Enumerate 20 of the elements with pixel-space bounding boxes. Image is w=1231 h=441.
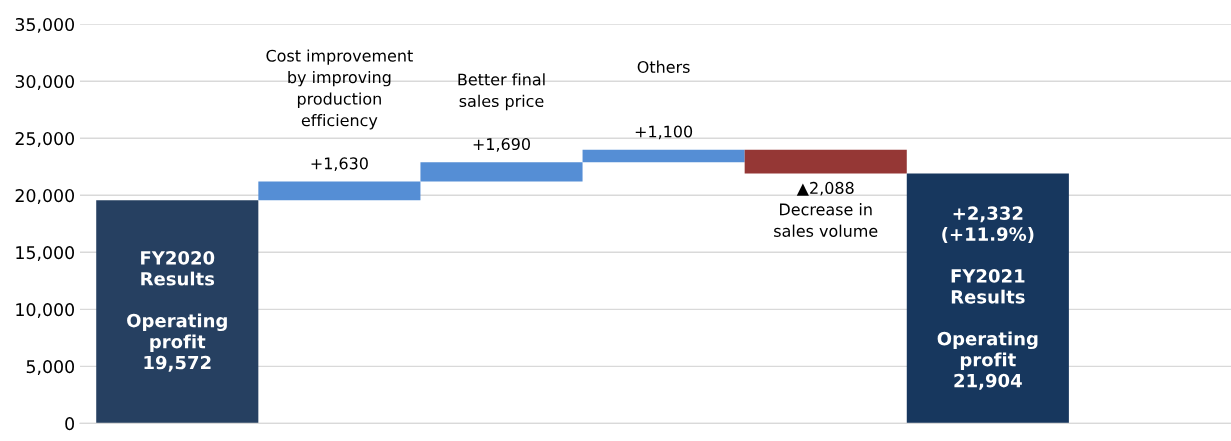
text: FY2020 Results Operating profit 19,572: [127, 251, 227, 372]
y-tick-label: 15,000: [16, 246, 74, 261]
y-tick-label: 10,000: [16, 303, 74, 318]
y-tick-label: 35,000: [15, 17, 74, 33]
bar: [906, 173, 1069, 424]
data-label: ▲2,088 Decrease in sales volume: [774, 181, 878, 237]
text: Better final sales price +1,690: [458, 73, 545, 152]
bar: [744, 149, 907, 174]
y-tick-label: 25,000: [15, 132, 74, 147]
bar: [420, 162, 583, 182]
bar: [96, 200, 259, 424]
text: Others +1,100: [635, 60, 693, 140]
bar: [258, 181, 421, 201]
y-tick-label: 0: [65, 417, 74, 431]
text: +2,332 (+11.9%) FY2021 Results Operating profit 21,904: [937, 206, 1038, 390]
bar: [582, 149, 745, 163]
y-tick-label: 20,000: [15, 189, 74, 204]
y-tick-label: 5,000: [26, 360, 74, 375]
text: Cost improvement by improving production efficiency +1,630: [266, 49, 413, 172]
y-tick-label: 30,000: [15, 74, 74, 90]
